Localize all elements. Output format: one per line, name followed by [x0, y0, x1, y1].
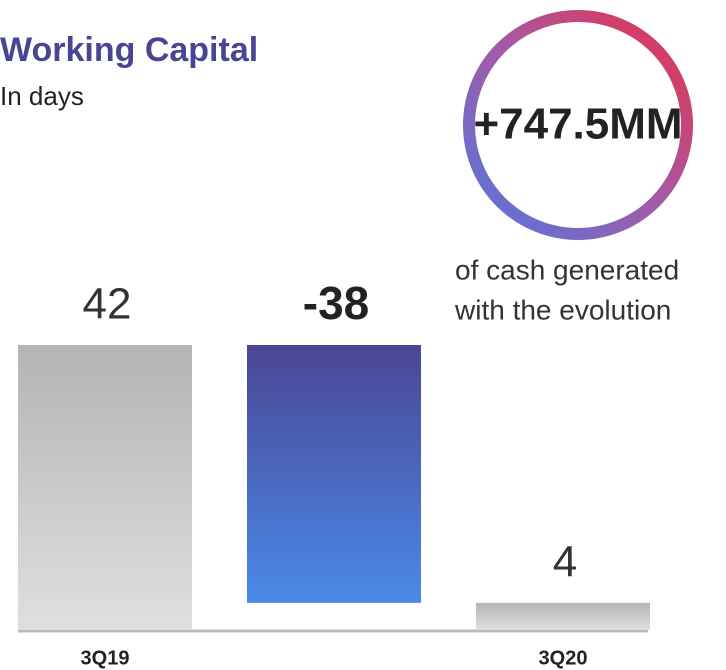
callout-ring — [463, 10, 693, 240]
caption: of cash generated — [455, 254, 679, 285]
value-label: 42 — [83, 280, 132, 329]
x-tick-label: 3Q19 — [81, 647, 130, 669]
bar — [247, 345, 421, 603]
chart-subtitle: In days — [0, 81, 84, 111]
value-label: 4 — [553, 537, 577, 586]
x-tick-label: 3Q20 — [539, 647, 588, 669]
bar — [476, 602, 650, 630]
chart-title: Working Capital — [0, 31, 258, 69]
value-label: -38 — [303, 277, 369, 329]
caption: with the evolution — [454, 294, 671, 325]
callout: +747.5MM — [473, 100, 682, 149]
bar — [18, 345, 192, 630]
